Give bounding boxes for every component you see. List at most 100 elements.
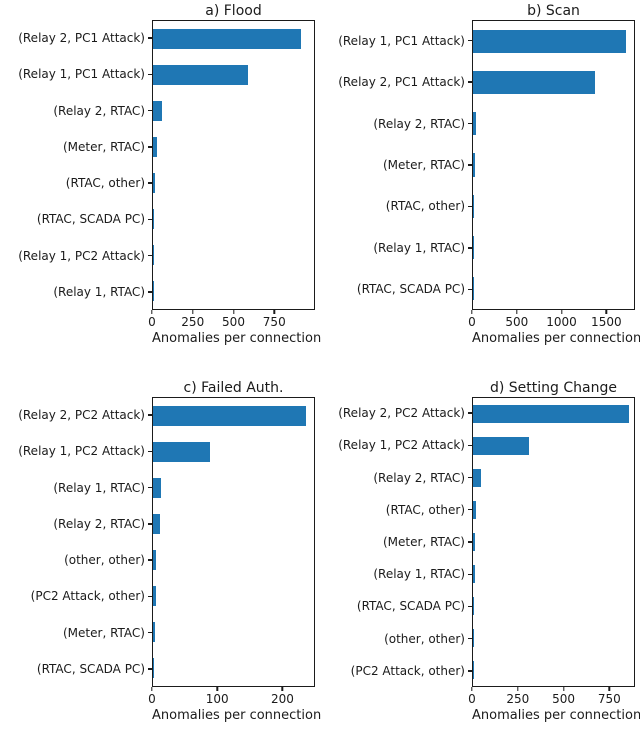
x-tick-label: 250 (506, 692, 530, 706)
y-category-label: (Meter, RTAC) (0, 129, 152, 165)
y-category-label: (Relay 2, PC2 Attack) (320, 397, 472, 429)
y-category-label: (RTAC, SCADA PC) (0, 201, 152, 237)
bar (153, 172, 155, 194)
plot-area (152, 20, 315, 310)
bar-row (473, 398, 634, 430)
bar (473, 565, 475, 583)
x-tick-mark (471, 310, 473, 314)
y-category-label: (other, other) (320, 623, 472, 655)
y-category-label: (Relay 2, RTAC) (320, 461, 472, 493)
bar-row (473, 62, 634, 103)
y-category-label: (PC2 Attack, other) (320, 655, 472, 687)
bar-row (473, 654, 634, 686)
bar (473, 437, 530, 455)
y-tick-mark (468, 605, 472, 608)
bar (153, 549, 157, 571)
y-tick-mark (468, 40, 472, 42)
y-category-label: (RTAC, other) (0, 165, 152, 201)
bar-row (153, 201, 314, 237)
bar (473, 71, 596, 95)
y-tick-mark (148, 668, 152, 670)
bar-row (153, 542, 314, 578)
x-axis: 0 250 500 750 Anomalies per connection (468, 687, 640, 724)
subplot-scan: b) Scan (Relay 1, PC1 Attack) (Relay 2, P… (320, 0, 640, 365)
x-tick-label: 1500 (591, 315, 622, 329)
bar (473, 501, 476, 519)
bar (473, 533, 476, 551)
bar-row (473, 462, 634, 494)
bar-row (153, 165, 314, 201)
subplot-title: d) Setting Change (490, 380, 617, 396)
bar-row (473, 144, 634, 185)
x-tick-mark (562, 687, 565, 691)
bar-row (153, 506, 314, 542)
bar-row (153, 398, 314, 434)
x-tick-labels: 0 250 500 750 (468, 687, 635, 708)
y-category-label: (PC2 Attack, other) (0, 578, 152, 614)
y-category-label: (Meter, RTAC) (0, 615, 152, 651)
bar-row (473, 622, 634, 654)
y-tick-mark (148, 631, 152, 634)
bar-row (153, 21, 314, 57)
x-tick-label: 100 (205, 692, 229, 706)
x-axis: 0 250 500 750 Anomalies per connection (148, 310, 321, 347)
bar-row (153, 129, 314, 165)
bar-row (473, 103, 634, 144)
y-tick-mark (468, 509, 472, 511)
y-tick-mark (148, 450, 152, 453)
y-axis-labels: (Relay 2, PC1 Attack) (Relay 1, PC1 Attac… (0, 20, 152, 310)
x-tick-mark (605, 310, 608, 314)
y-tick-mark (148, 414, 152, 416)
y-tick-mark (148, 291, 152, 293)
chart-area: (Relay 2, PC2 Attack) (Relay 1, PC2 Attac… (0, 397, 315, 687)
bar-row (473, 186, 634, 227)
y-tick-mark (148, 182, 152, 184)
bar (153, 28, 302, 50)
y-category-label: (other, other) (0, 542, 152, 578)
y-tick-mark (148, 559, 152, 561)
y-category-label: (Relay 2, RTAC) (320, 103, 472, 144)
bar (473, 153, 475, 177)
y-tick-mark (468, 573, 472, 575)
y-category-label: (Relay 2, PC1 Attack) (0, 20, 152, 56)
bar-row (153, 434, 314, 470)
bar-row (153, 470, 314, 506)
y-category-label: (Relay 2, RTAC) (0, 506, 152, 542)
x-tick-label: 750 (597, 692, 621, 706)
y-tick-mark (148, 37, 152, 39)
y-category-label: (RTAC, SCADA PC) (320, 590, 472, 622)
x-tick-mark (216, 687, 218, 691)
subplot-title: a) Flood (205, 3, 262, 19)
bar-row (153, 614, 314, 650)
y-category-label: (Relay 1, PC2 Attack) (0, 238, 152, 274)
bar-row (153, 273, 314, 309)
plot-area (472, 20, 635, 310)
bar (153, 136, 158, 158)
x-tick-mark (151, 687, 153, 691)
bar-row (473, 526, 634, 558)
y-tick-mark (148, 486, 152, 489)
x-tick-label: 750 (262, 315, 286, 329)
bar (153, 441, 210, 463)
x-tick-label: 0 (148, 315, 156, 329)
x-tick-labels: 0 100 200 (148, 687, 315, 708)
bar (473, 469, 482, 487)
x-tick-label: 0 (148, 692, 156, 706)
x-tick-label: 0 (468, 315, 476, 329)
y-category-label: (Relay 1, RTAC) (320, 227, 472, 268)
bar (153, 64, 248, 86)
bar (153, 100, 162, 122)
x-tick-mark (273, 310, 275, 314)
bar-row (153, 578, 314, 614)
plot-area (472, 397, 635, 687)
x-tick-label: 1000 (546, 315, 577, 329)
subplot-title: c) Failed Auth. (183, 380, 284, 396)
y-category-label: (Meter, RTAC) (320, 144, 472, 185)
bar (473, 405, 630, 423)
bar (153, 405, 307, 427)
x-tick-mark (608, 687, 611, 691)
y-category-label: (Relay 1, RTAC) (0, 274, 152, 310)
subplot-setting-change: d) Setting Change (Relay 2, PC2 Attack) (… (320, 365, 640, 730)
y-tick-mark (148, 146, 152, 148)
y-category-label: (Relay 2, PC1 Attack) (320, 61, 472, 102)
